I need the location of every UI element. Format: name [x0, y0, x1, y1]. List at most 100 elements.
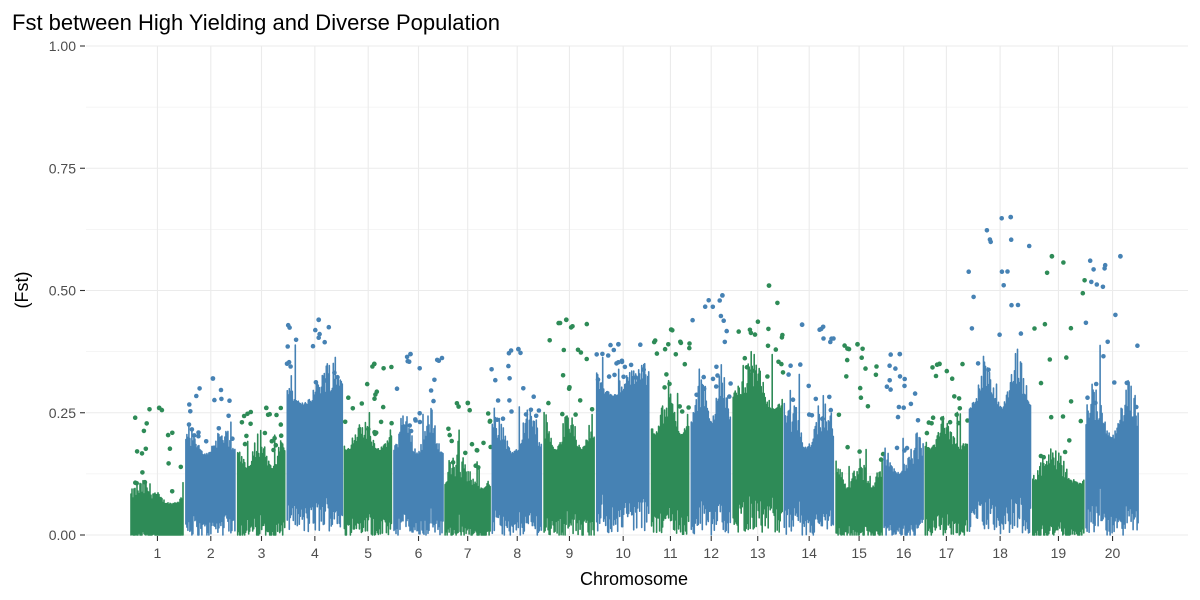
data-point [288, 364, 293, 369]
data-point [584, 321, 590, 327]
data-point [248, 409, 254, 415]
data-point [394, 386, 400, 392]
data-point [722, 339, 728, 345]
peak-point [720, 293, 725, 298]
chromosome-5-points [342, 361, 394, 536]
data-point [218, 387, 224, 393]
data-point [702, 304, 708, 310]
peak-point [1118, 253, 1123, 259]
data-point [1064, 355, 1069, 360]
data-point [560, 373, 566, 378]
data-point [902, 383, 907, 389]
data-point [408, 428, 414, 434]
data-point [278, 433, 284, 439]
x-tick-label: 6 [415, 545, 423, 561]
data-point [389, 420, 394, 426]
data-point [332, 370, 337, 376]
data-point [507, 398, 512, 403]
data-point [139, 451, 145, 456]
peak-point [766, 283, 772, 288]
peak-point [316, 317, 322, 323]
data-point [1100, 284, 1106, 290]
data-point [413, 418, 418, 423]
data-point [493, 377, 498, 383]
data-point [274, 412, 279, 418]
point-cloud [185, 421, 236, 536]
data-point [1078, 418, 1084, 424]
chromosome-3-points [236, 405, 286, 536]
data-point [577, 398, 583, 403]
data-point [690, 317, 695, 323]
data-point [884, 384, 890, 390]
x-tick-label: 10 [615, 545, 631, 561]
point-cloud [968, 348, 1032, 535]
data-point [842, 343, 847, 348]
data-point [947, 419, 953, 425]
x-tick-label: 2 [207, 545, 215, 561]
peak-point [516, 346, 521, 352]
x-tick-label: 4 [311, 545, 319, 561]
y-tick-label: 0.75 [49, 160, 76, 176]
point-cloud [783, 373, 835, 536]
data-point [242, 441, 248, 447]
data-point [326, 324, 332, 330]
data-point [820, 416, 825, 422]
data-point [728, 381, 733, 386]
x-tick-label: 13 [750, 545, 766, 561]
x-tick-label: 9 [566, 545, 574, 561]
data-point [651, 339, 657, 345]
data-point [432, 377, 437, 383]
data-point [1068, 399, 1074, 404]
chromosome-20-points [1083, 253, 1140, 536]
data-point [896, 404, 902, 410]
data-point [132, 415, 138, 421]
data-point [965, 418, 970, 423]
data-point [381, 366, 386, 371]
data-point [595, 377, 601, 382]
data-point [1060, 414, 1066, 419]
data-point [310, 343, 316, 349]
data-point [506, 363, 511, 369]
peak-point [1008, 214, 1014, 220]
data-point [1124, 380, 1130, 386]
data-point [827, 394, 832, 400]
data-point [622, 364, 628, 370]
data-point [1083, 320, 1089, 326]
data-point [662, 385, 667, 390]
data-point [467, 407, 473, 413]
data-point [687, 341, 692, 346]
data-point [806, 383, 811, 389]
data-point [546, 400, 551, 406]
data-points [130, 214, 1140, 536]
x-tick-label: 17 [939, 545, 955, 561]
point-cloud [343, 411, 393, 536]
data-point [373, 430, 379, 436]
data-point [880, 451, 886, 457]
data-point [828, 407, 834, 413]
data-point [1082, 278, 1087, 283]
data-point [143, 446, 149, 452]
data-point [997, 332, 1002, 338]
chromosome-11-points [650, 327, 692, 536]
peak-point [1049, 253, 1055, 259]
x-tick-label: 19 [1051, 545, 1067, 561]
data-point [724, 328, 729, 334]
data-point [449, 438, 455, 444]
data-point [957, 406, 963, 411]
data-point [417, 411, 423, 416]
data-point [1026, 243, 1032, 249]
peak-point [371, 361, 377, 367]
data-point [187, 402, 192, 407]
point-cloud [393, 407, 444, 536]
data-point [874, 364, 879, 369]
data-point [641, 367, 646, 372]
data-point [717, 298, 722, 303]
data-point [196, 430, 201, 435]
data-point [901, 405, 906, 411]
data-point [169, 489, 175, 494]
data-point [584, 356, 589, 362]
data-point [230, 436, 235, 442]
data-point [930, 365, 935, 370]
data-point [144, 421, 149, 426]
data-point [969, 326, 975, 331]
